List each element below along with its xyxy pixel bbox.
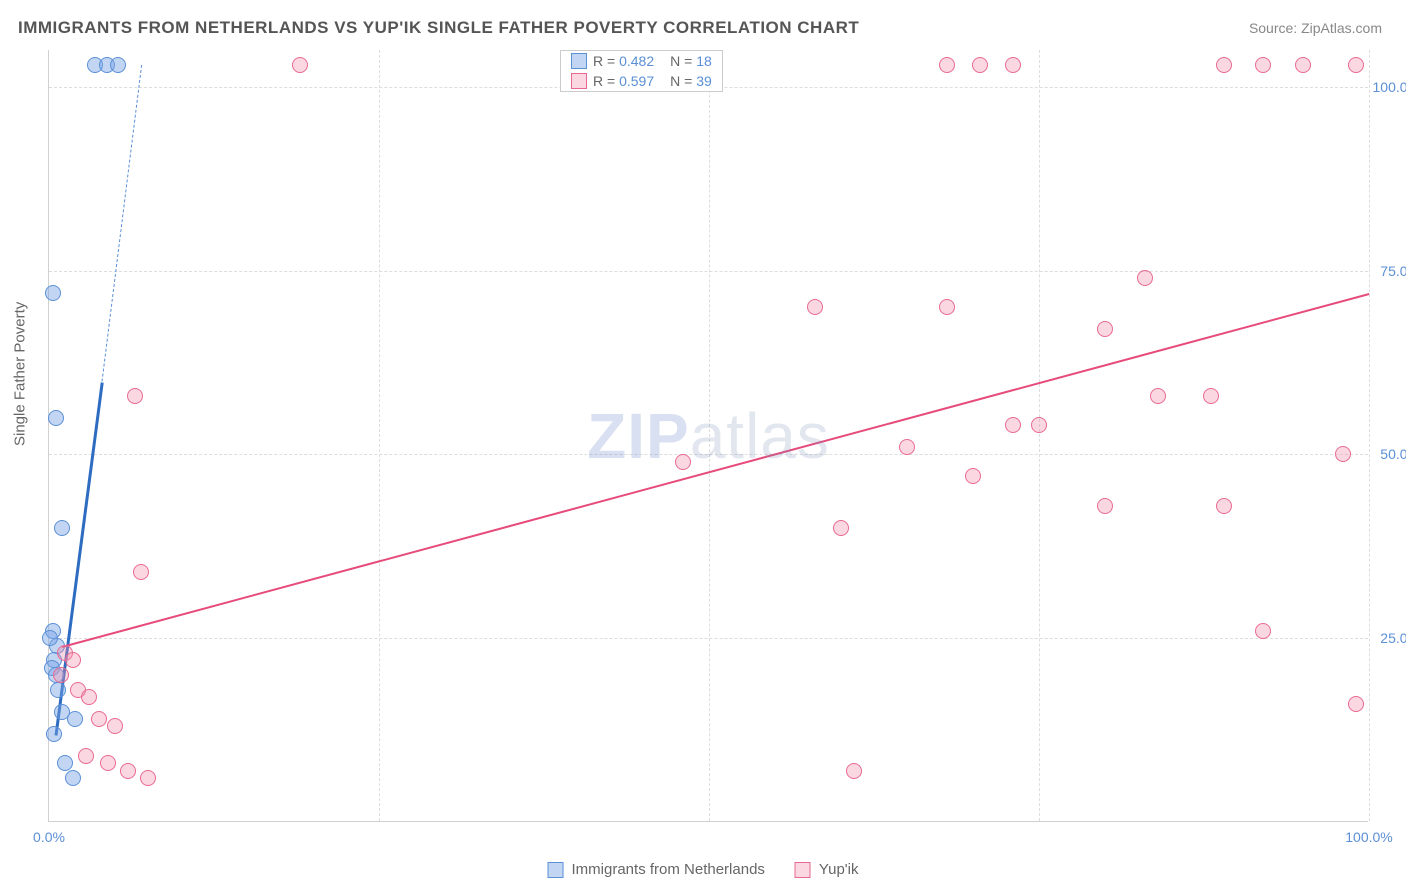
data-point [120,763,136,779]
plot-area: ZIPatlas 25.0%50.0%75.0%100.0%0.0%100.0% [48,50,1368,822]
y-tick-label: 50.0% [1380,446,1406,462]
data-point [91,711,107,727]
data-point [133,564,149,580]
watermark-atlas: atlas [690,400,830,472]
legend-series-item: Immigrants from Netherlands [548,861,765,878]
data-point [100,755,116,771]
trend-line [101,65,142,381]
trend-line [62,293,1369,648]
y-axis-title: Single Father Poverty [12,302,29,446]
data-point [1005,57,1021,73]
data-point [1097,321,1113,337]
grid-line-v [1369,50,1370,821]
data-point [45,285,61,301]
data-point [939,299,955,315]
data-point [939,57,955,73]
legend-swatch [571,53,587,69]
y-tick-label: 75.0% [1380,263,1406,279]
data-point [53,667,69,683]
data-point [1150,388,1166,404]
data-point [1216,57,1232,73]
data-point [67,711,83,727]
legend-series-item: Yup'ik [795,861,859,878]
legend-series-label: Immigrants from Netherlands [572,861,765,878]
data-point [807,299,823,315]
data-point [46,726,62,742]
data-point [846,763,862,779]
data-point [1255,57,1271,73]
data-point [140,770,156,786]
legend-swatch [571,73,587,89]
legend-series-label: Yup'ik [819,861,859,878]
data-point [292,57,308,73]
grid-line-v [1039,50,1040,821]
data-point [1031,417,1047,433]
data-point [65,652,81,668]
data-point [107,718,123,734]
chart-container: IMMIGRANTS FROM NETHERLANDS VS YUP'IK SI… [0,0,1406,892]
data-point [972,57,988,73]
data-point [1216,498,1232,514]
y-tick-label: 100.0% [1373,79,1406,95]
data-point [42,630,58,646]
data-point [1005,417,1021,433]
data-point [78,748,94,764]
data-point [48,410,64,426]
legend-corr-row: R = 0.597 N = 39 [561,71,722,91]
data-point [50,682,66,698]
x-tick-label: 0.0% [33,829,65,845]
legend-r-value: R = 0.482 [593,53,654,69]
grid-line-v [709,50,710,821]
data-point [1295,57,1311,73]
data-point [1348,696,1364,712]
legend-corr-row: R = 0.482 N = 18 [561,51,722,71]
data-point [1203,388,1219,404]
legend-r-value: R = 0.597 [593,73,654,89]
data-point [1255,623,1271,639]
chart-title: IMMIGRANTS FROM NETHERLANDS VS YUP'IK SI… [18,18,859,38]
data-point [57,755,73,771]
legend-swatch [548,862,564,878]
grid-line-v [379,50,380,821]
legend-series: Immigrants from Netherlands Yup'ik [548,861,859,878]
data-point [899,439,915,455]
data-point [675,454,691,470]
x-tick-label: 100.0% [1345,829,1392,845]
data-point [1137,270,1153,286]
data-point [54,520,70,536]
data-point [65,770,81,786]
y-tick-label: 25.0% [1380,630,1406,646]
source-label: Source: ZipAtlas.com [1249,20,1382,36]
data-point [1335,446,1351,462]
legend-n-value: N = 39 [670,73,712,89]
legend-n-value: N = 18 [670,53,712,69]
legend-swatch [795,862,811,878]
data-point [1097,498,1113,514]
legend-correlation: R = 0.482 N = 18 R = 0.597 N = 39 [560,50,723,92]
data-point [833,520,849,536]
data-point [81,689,97,705]
data-point [965,468,981,484]
data-point [110,57,126,73]
data-point [1348,57,1364,73]
data-point [127,388,143,404]
